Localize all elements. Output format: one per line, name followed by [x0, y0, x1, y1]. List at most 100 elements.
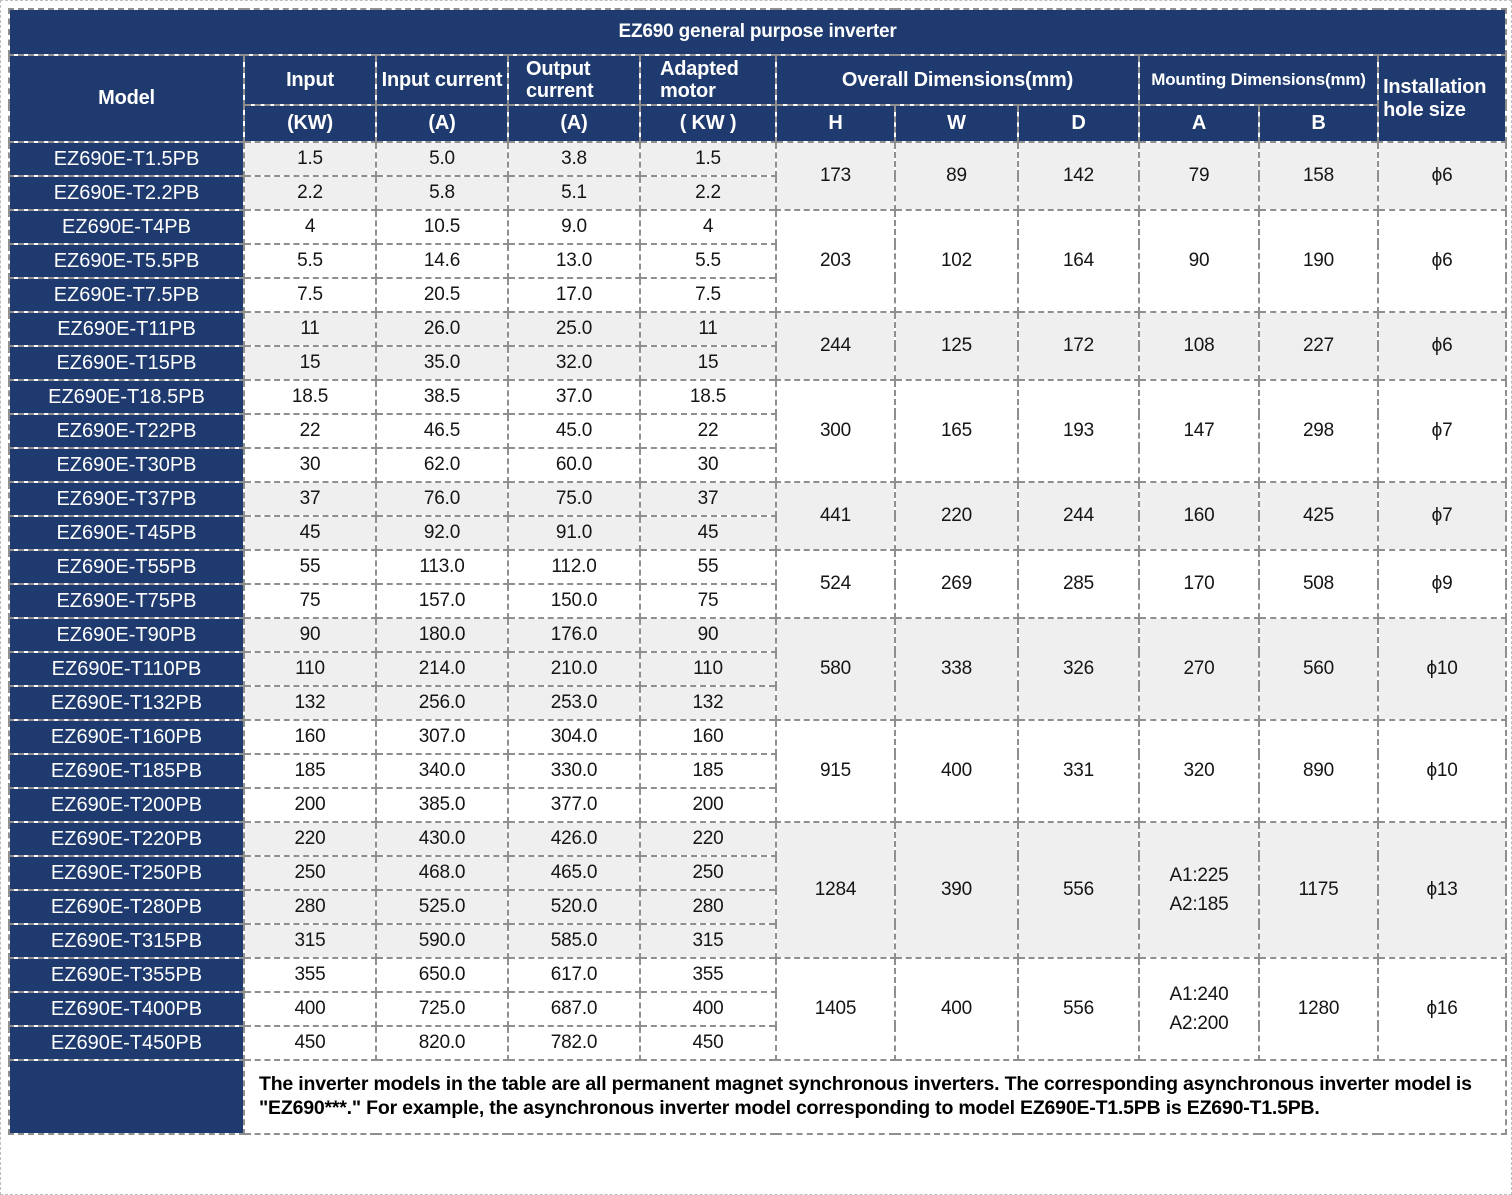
- dim-d-cell: 556: [1017, 821, 1140, 959]
- input-current-cell: 26.0: [375, 311, 509, 347]
- col-header-input-current: Input current: [375, 54, 509, 106]
- dim-d-cell: 244: [1017, 481, 1140, 551]
- unit-input-current-a: (A): [375, 104, 509, 143]
- input-kw-cell: 132: [243, 685, 377, 721]
- mount-a-cell: 170: [1138, 549, 1260, 619]
- input-current-cell: 214.0: [375, 651, 509, 687]
- adapted-motor-cell: 75: [639, 583, 777, 619]
- output-current-cell: 782.0: [507, 1025, 641, 1061]
- table-row: EZ690E-T75PB 75 157.0 150.0 75: [8, 583, 1506, 619]
- model-cell: EZ690E-T2.2PB: [8, 175, 245, 211]
- input-kw-cell: 45: [243, 515, 377, 551]
- dim-h-cell: 1405: [775, 957, 896, 1061]
- footer-blank-cell: [8, 1059, 245, 1135]
- input-kw-cell: 355: [243, 957, 377, 993]
- input-kw-cell: 75: [243, 583, 377, 619]
- input-kw-cell: 30: [243, 447, 377, 483]
- dim-h-cell: 1284: [775, 821, 896, 959]
- dim-d-cell: 331: [1017, 719, 1140, 823]
- input-current-cell: 385.0: [375, 787, 509, 823]
- table-header: EZ690 general purpose inverter Model Inp…: [7, 8, 1508, 143]
- dim-w-cell: 338: [894, 617, 1019, 721]
- hole-size-cell: ϕ13: [1376, 821, 1508, 959]
- input-current-cell: 38.5: [375, 379, 509, 415]
- output-current-cell: 304.0: [507, 719, 641, 755]
- footer-row: The inverter models in the table are all…: [8, 1059, 1508, 1135]
- unit-input-kw: (KW): [243, 104, 377, 143]
- dim-w-cell: 220: [894, 481, 1019, 551]
- model-cell: EZ690E-T75PB: [8, 583, 245, 619]
- input-kw-cell: 5.5: [243, 243, 377, 279]
- dim-h-cell: 173: [775, 141, 896, 211]
- table-row: EZ690E-T7.5PB 7.5 20.5 17.0 7.5: [8, 277, 1506, 313]
- model-cell: EZ690E-T5.5PB: [8, 243, 245, 279]
- dim-w-cell: 125: [894, 311, 1019, 381]
- input-kw-cell: 15: [243, 345, 377, 381]
- output-current-cell: 520.0: [507, 889, 641, 925]
- input-current-cell: 525.0: [375, 889, 509, 925]
- input-current-cell: 180.0: [375, 617, 509, 653]
- col-header-d: D: [1017, 104, 1140, 143]
- model-cell: EZ690E-T200PB: [8, 787, 245, 823]
- input-current-cell: 62.0: [375, 447, 509, 483]
- hole-size-cell: ϕ6: [1376, 141, 1508, 211]
- adapted-motor-cell: 132: [639, 685, 777, 721]
- output-current-cell: 112.0: [507, 549, 641, 585]
- col-header-model: Model: [8, 54, 245, 143]
- adapted-motor-cell: 1.5: [639, 141, 777, 177]
- inverter-spec-table: EZ690 general purpose inverter Model Inp…: [7, 8, 1508, 1135]
- mount-a-cell: 320: [1138, 719, 1260, 823]
- dim-w-cell: 390: [894, 821, 1019, 959]
- input-current-cell: 5.8: [375, 175, 509, 211]
- input-kw-cell: 22: [243, 413, 377, 449]
- output-current-cell: 585.0: [507, 923, 641, 959]
- input-current-cell: 820.0: [375, 1025, 509, 1061]
- table-footer: The inverter models in the table are all…: [8, 1059, 1508, 1135]
- col-header-mounting-dimensions: Mounting Dimensions(mm): [1138, 54, 1379, 106]
- table-row: EZ690E-T280PB 280 525.0 520.0 280: [8, 889, 1506, 925]
- input-kw-cell: 55: [243, 549, 377, 585]
- model-cell: EZ690E-T30PB: [8, 447, 245, 483]
- table-row: EZ690E-T450PB 450 820.0 782.0 450: [8, 1025, 1506, 1061]
- adapted-motor-cell: 18.5: [639, 379, 777, 415]
- output-current-cell: 5.1: [507, 175, 641, 211]
- input-current-cell: 92.0: [375, 515, 509, 551]
- input-kw-cell: 2.2: [243, 175, 377, 211]
- mount-a-cell: 147: [1138, 379, 1260, 483]
- table-row: EZ690E-T110PB 110 214.0 210.0 110: [8, 651, 1506, 687]
- adapted-motor-cell: 7.5: [639, 277, 777, 313]
- input-kw-cell: 18.5: [243, 379, 377, 415]
- table-row: EZ690E-T30PB 30 62.0 60.0 30: [8, 447, 1506, 483]
- output-current-cell: 617.0: [507, 957, 641, 993]
- output-current-cell: 60.0: [507, 447, 641, 483]
- adapted-motor-cell: 200: [639, 787, 777, 823]
- output-current-cell: 210.0: [507, 651, 641, 687]
- adapted-motor-cell: 220: [639, 821, 777, 857]
- input-kw-cell: 400: [243, 991, 377, 1027]
- adapted-motor-cell: 315: [639, 923, 777, 959]
- input-kw-cell: 37: [243, 481, 377, 517]
- table-row: EZ690E-T18.5PB 18.5 38.5 37.0 18.5 300 165 193 1…: [8, 379, 1508, 483]
- model-cell: EZ690E-T11PB: [8, 311, 245, 347]
- col-header-installation-hole: Installation hole size: [1376, 54, 1508, 143]
- output-current-cell: 37.0: [507, 379, 641, 415]
- input-kw-cell: 7.5: [243, 277, 377, 313]
- input-current-cell: 76.0: [375, 481, 509, 517]
- dim-h-cell: 441: [775, 481, 896, 551]
- output-current-cell: 9.0: [507, 209, 641, 245]
- dim-w-cell: 165: [894, 379, 1019, 483]
- mount-b-cell: 890: [1258, 719, 1379, 823]
- table-row: EZ690E-T4PB 4 10.5 9.0 4 203 102 164 90 190 ϕ6: [8, 209, 1508, 313]
- col-header-overall-dimensions: Overall Dimensions(mm): [775, 54, 1140, 106]
- output-current-cell: 75.0: [507, 481, 641, 517]
- dim-d-cell: 285: [1017, 549, 1140, 619]
- input-current-cell: 256.0: [375, 685, 509, 721]
- input-kw-cell: 450: [243, 1025, 377, 1061]
- adapted-motor-cell: 22: [639, 413, 777, 449]
- col-header-installation-hole-label: Installation hole size: [1383, 76, 1487, 121]
- input-current-cell: 430.0: [375, 821, 509, 857]
- col-header-adapted-motor: Adapted motor: [639, 54, 777, 106]
- mount-a-cell: 108: [1138, 311, 1260, 381]
- title-row: EZ690 general purpose inverter: [7, 8, 1508, 56]
- adapted-motor-cell: 45: [639, 515, 777, 551]
